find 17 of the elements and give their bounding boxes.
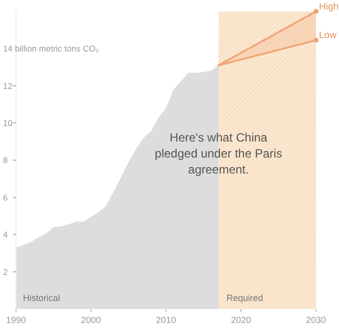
x-tick-label: 1990 [6, 315, 26, 325]
x-tick-label: 2020 [230, 315, 252, 325]
y-tick-label: 10 [3, 118, 13, 128]
y-tick-label: 14 billion metric tons CO₂ [3, 44, 99, 54]
series-label: Low [319, 30, 337, 42]
annotation: Here's what China pledged under the Paris agreement. [154, 130, 282, 177]
y-tick-label: 4 [3, 230, 8, 240]
y-tick-label: 8 [3, 155, 8, 166]
x-tick-label: 2010 [156, 315, 176, 325]
series-label: Historical [23, 293, 60, 303]
y-tick-label: 2 [3, 266, 8, 277]
y-tick-label: 12 [3, 80, 13, 91]
band-label: Required [226, 293, 264, 303]
series-label: High [319, 1, 339, 12]
x-tick-label: 2030 [306, 315, 326, 325]
x-tick-label: 2000 [80, 315, 102, 325]
y-tick-label: 6 [3, 192, 8, 202]
